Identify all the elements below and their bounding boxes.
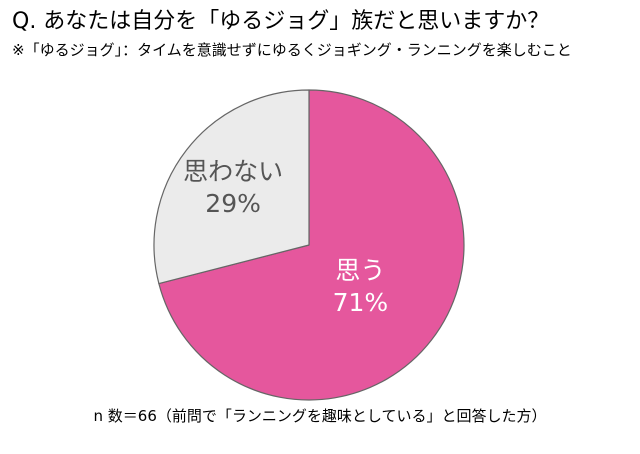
- pie-slice-value-0: 71%: [333, 288, 389, 317]
- page-title: Q. あなたは自分を「ゆるジョグ」族だと思いますか？: [12, 9, 550, 34]
- pie-slices: [153, 89, 465, 401]
- pie-slice-0: [158, 89, 465, 401]
- pie-labels: 思う 71% 思わない 29%: [183, 157, 388, 317]
- pie-slice-label-1: 思わない: [183, 157, 283, 186]
- sample-size-note: n 数＝66（前問で「ランニングを趣味としている」と回答した方）: [93, 407, 547, 425]
- page-subtitle: ※「ゆるジョグ」：タイムを意識せずにゆるくジョギング・ランニングを楽しむこと: [12, 41, 572, 59]
- pie-slice-1: [153, 89, 310, 285]
- pie-slice-label-0: 思う: [335, 256, 385, 285]
- pie-slice-value-1: 29%: [205, 189, 261, 218]
